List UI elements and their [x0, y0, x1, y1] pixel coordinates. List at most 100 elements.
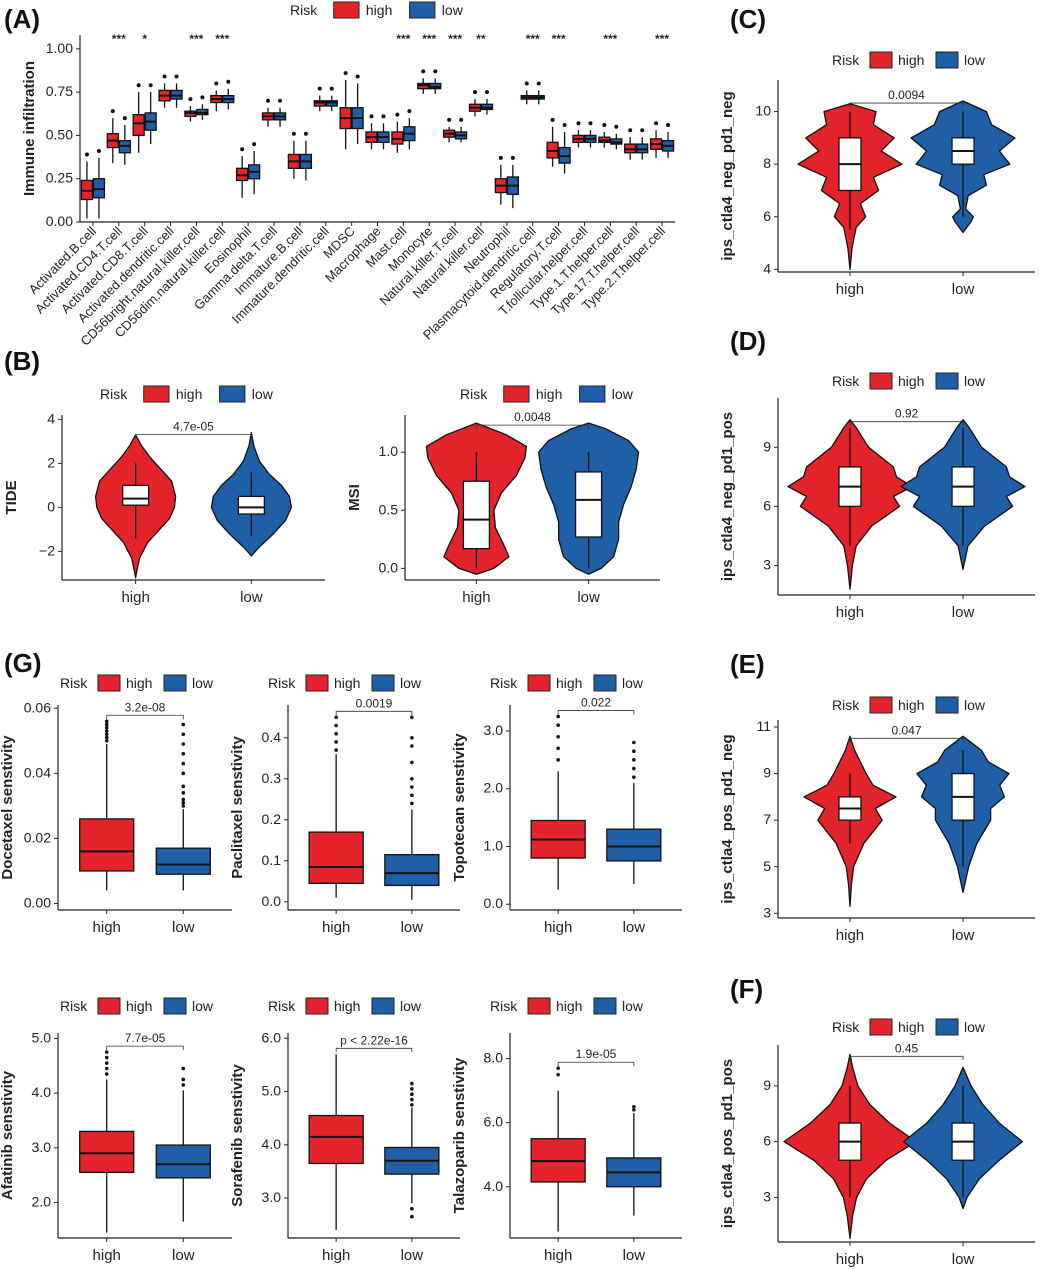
significance-stars: **	[476, 32, 486, 46]
significance-stars: ***	[526, 32, 540, 46]
y-tick-label: 7	[763, 811, 771, 827]
y-tick-label: 5.0	[262, 1083, 282, 1099]
y-tick-label: 6.0	[262, 1029, 282, 1045]
outlier-point	[329, 86, 334, 91]
legend-label-high: high	[898, 1019, 924, 1035]
y-tick-label: 0	[47, 498, 55, 514]
y-tick-label: 3.0	[32, 1139, 52, 1155]
outlier-point	[278, 98, 283, 103]
legend-title: Risk	[60, 675, 88, 691]
outlier-point	[334, 748, 338, 752]
outlier-point	[556, 714, 560, 719]
outlier-point	[632, 749, 636, 753]
y-tick-label: 0.4	[262, 729, 282, 745]
outlier-point	[410, 777, 414, 781]
legend-swatch-high	[869, 1018, 893, 1036]
legend-swatch-high	[869, 696, 893, 714]
drug-boxplot-10: Risk high low 2.0 3.0 4.0 5.0 Afatinib senstivi…	[0, 997, 232, 1264]
outlier-point	[110, 109, 115, 114]
outlier-point	[472, 90, 477, 95]
y-tick-label: 8.0	[484, 1050, 504, 1066]
y-tick-label: 0.5	[379, 501, 399, 517]
x-tick-label: low	[623, 919, 646, 936]
legend-label-high: high	[556, 998, 582, 1014]
p-value-label: 0.92	[895, 407, 919, 421]
legend-label-high: high	[176, 386, 202, 402]
legend-label-low: low	[192, 998, 214, 1014]
y-tick-label: 0.04	[24, 764, 51, 780]
p-value-label: 0.0048	[514, 410, 551, 424]
legend-label-high: high	[366, 2, 392, 18]
legend-label-low: low	[622, 998, 644, 1014]
outlier-point	[181, 722, 186, 727]
outlier-point	[410, 801, 414, 806]
x-tick-label: high	[836, 1251, 864, 1268]
y-tick-label: 9	[763, 438, 771, 454]
x-tick-label: high	[544, 919, 572, 936]
legend-title: Risk	[290, 2, 318, 18]
outlier-point	[181, 791, 186, 795]
outlier-point	[410, 793, 414, 797]
y-tick-label: 0.3	[262, 770, 282, 786]
violin-panel-2: Risk high low 0.0 0.5 1.0 MSI high low 0.0048	[346, 385, 660, 606]
x-tick-label: low	[952, 281, 975, 298]
significance-stars: ***	[603, 32, 617, 46]
y-axis-title: Immune infiltration	[21, 61, 38, 196]
y-tick-label: 3	[763, 556, 771, 572]
significance-stars: ***	[215, 32, 229, 46]
outlier-point	[550, 117, 555, 122]
outlier-point	[334, 731, 338, 736]
legend-label-high: high	[898, 52, 924, 68]
legend-label-low: low	[964, 1019, 986, 1035]
outlier-point	[556, 1072, 560, 1077]
legend-swatch-high	[305, 674, 329, 692]
significance-stars: ***	[112, 32, 126, 46]
y-tick-label: 0.2	[262, 811, 282, 827]
x-tick-label: high	[836, 281, 864, 298]
outlier-point	[628, 128, 633, 133]
legend-swatch-low	[579, 385, 606, 403]
y-axis-title: Topotecan senstivity	[451, 733, 468, 882]
significance-bracket	[335, 710, 413, 716]
p-value-label: 0.047	[891, 723, 921, 737]
significance-bracket	[849, 102, 964, 108]
violin-panel-3: Risk high low46810ips_ctla4_neg_pd1_neghig…	[719, 51, 1035, 298]
legend-title: Risk	[60, 998, 88, 1014]
outlier-point	[410, 1081, 414, 1086]
outlier-point	[369, 114, 374, 119]
outlier-point	[524, 81, 529, 86]
panel-label-a: (A)	[4, 4, 40, 34]
outlier-point	[654, 121, 659, 126]
outlier-point	[240, 147, 245, 152]
outlier-point	[334, 740, 338, 744]
y-axis-title: Paclitaxel senstivity	[229, 736, 246, 879]
y-axis-title: Docetaxel senstivity	[0, 735, 16, 880]
significance-bracket	[849, 1055, 964, 1061]
legend-label-high: high	[536, 386, 562, 402]
significance-bracket	[135, 434, 252, 439]
y-axis-title: ips_ctla4_pos_pd1_neg	[719, 734, 736, 903]
outlier-point	[104, 1061, 109, 1065]
significance-stars: ***	[396, 32, 410, 46]
legend-label-high: high	[334, 998, 360, 1014]
x-tick-label: low	[240, 589, 263, 606]
significance-stars: ***	[422, 32, 436, 46]
p-value-label: 0.0094	[888, 88, 925, 102]
outlier-point	[395, 112, 400, 117]
outlier-point	[632, 775, 636, 779]
outlier-point	[181, 804, 186, 808]
outlier-point	[181, 800, 186, 805]
outlier-point	[556, 734, 560, 739]
y-tick-label: 4.0	[262, 1136, 282, 1152]
box-iqr	[155, 1144, 211, 1179]
outlier-point	[303, 131, 308, 136]
outlier-point	[104, 719, 109, 724]
legend-title: Risk	[832, 1019, 860, 1035]
y-tick-label: 0.1	[262, 852, 282, 868]
legend-label-high: high	[556, 675, 582, 691]
y-tick-label: 0.00	[24, 894, 51, 910]
legend-label-low: low	[442, 2, 464, 18]
legend-label-low: low	[964, 52, 986, 68]
legend-swatch-high	[97, 997, 121, 1015]
